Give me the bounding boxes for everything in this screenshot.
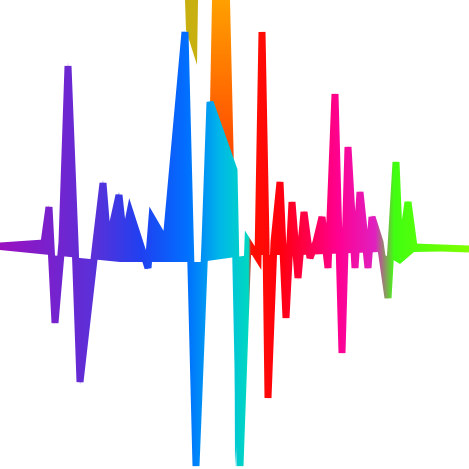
spike-orange <box>210 0 234 170</box>
wave-fill <box>0 30 469 468</box>
spike-yellow <box>185 0 198 65</box>
wave-line <box>0 31 469 467</box>
